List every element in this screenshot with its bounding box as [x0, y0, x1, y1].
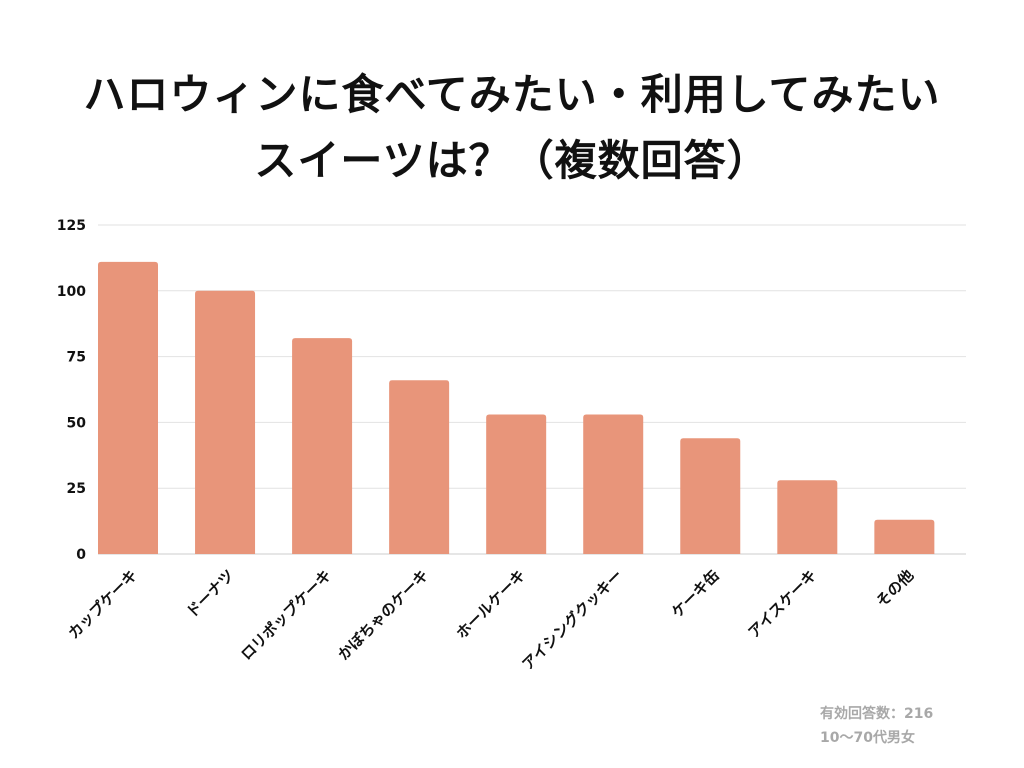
- y-tick-label: 75: [67, 350, 86, 366]
- bar: [680, 438, 741, 554]
- x-tick-label: その他: [873, 566, 918, 611]
- x-tick-label: ホールケーキ: [453, 566, 529, 642]
- demographic-note: 10〜70代男女: [820, 730, 915, 746]
- x-tick-label: カップケーキ: [64, 566, 140, 642]
- y-tick-label: 100: [57, 284, 86, 300]
- x-tick-label: かぼちゃのケーキ: [334, 566, 432, 664]
- y-tick-label: 125: [57, 218, 86, 234]
- bar: [292, 338, 353, 554]
- bar: [583, 414, 644, 554]
- x-axis-ticks: カップケーキ ドーナツ ロリポップケーキ かぼちゃのケーキ ホールケーキアイシングクッキ…: [64, 566, 917, 673]
- x-tick-label: ケーキ缶: [668, 566, 723, 621]
- y-tick-label: 25: [67, 481, 86, 497]
- bars: [98, 261, 935, 554]
- bar: [195, 290, 256, 554]
- chart-title: ハロウィンに食べてみたい・利用してみたい スイーツは？（複数回答）: [0, 62, 1024, 194]
- y-axis-ticks: 0 25 50 75 100 125: [57, 218, 86, 563]
- x-tick-label: アイスケーキ: [745, 566, 821, 642]
- bar: [389, 380, 450, 554]
- x-tick-label: ロリポップケーキ: [237, 566, 335, 664]
- bar: [486, 414, 547, 554]
- bar: [777, 480, 838, 554]
- bar: [874, 519, 935, 554]
- y-tick-label: 50: [67, 415, 87, 431]
- y-tick-label: 0: [76, 547, 86, 563]
- respondent-count-note: 有効回答数：216: [820, 706, 934, 722]
- chart-title-line-1: ハロウィンに食べてみたい・利用してみたい: [83, 70, 941, 119]
- bar: [98, 261, 158, 554]
- x-tick-label: アイシングクッキー: [519, 566, 626, 673]
- chart-title-line-2: スイーツは？（複数回答）: [254, 136, 770, 185]
- x-tick-label: ドーナツ: [183, 566, 238, 621]
